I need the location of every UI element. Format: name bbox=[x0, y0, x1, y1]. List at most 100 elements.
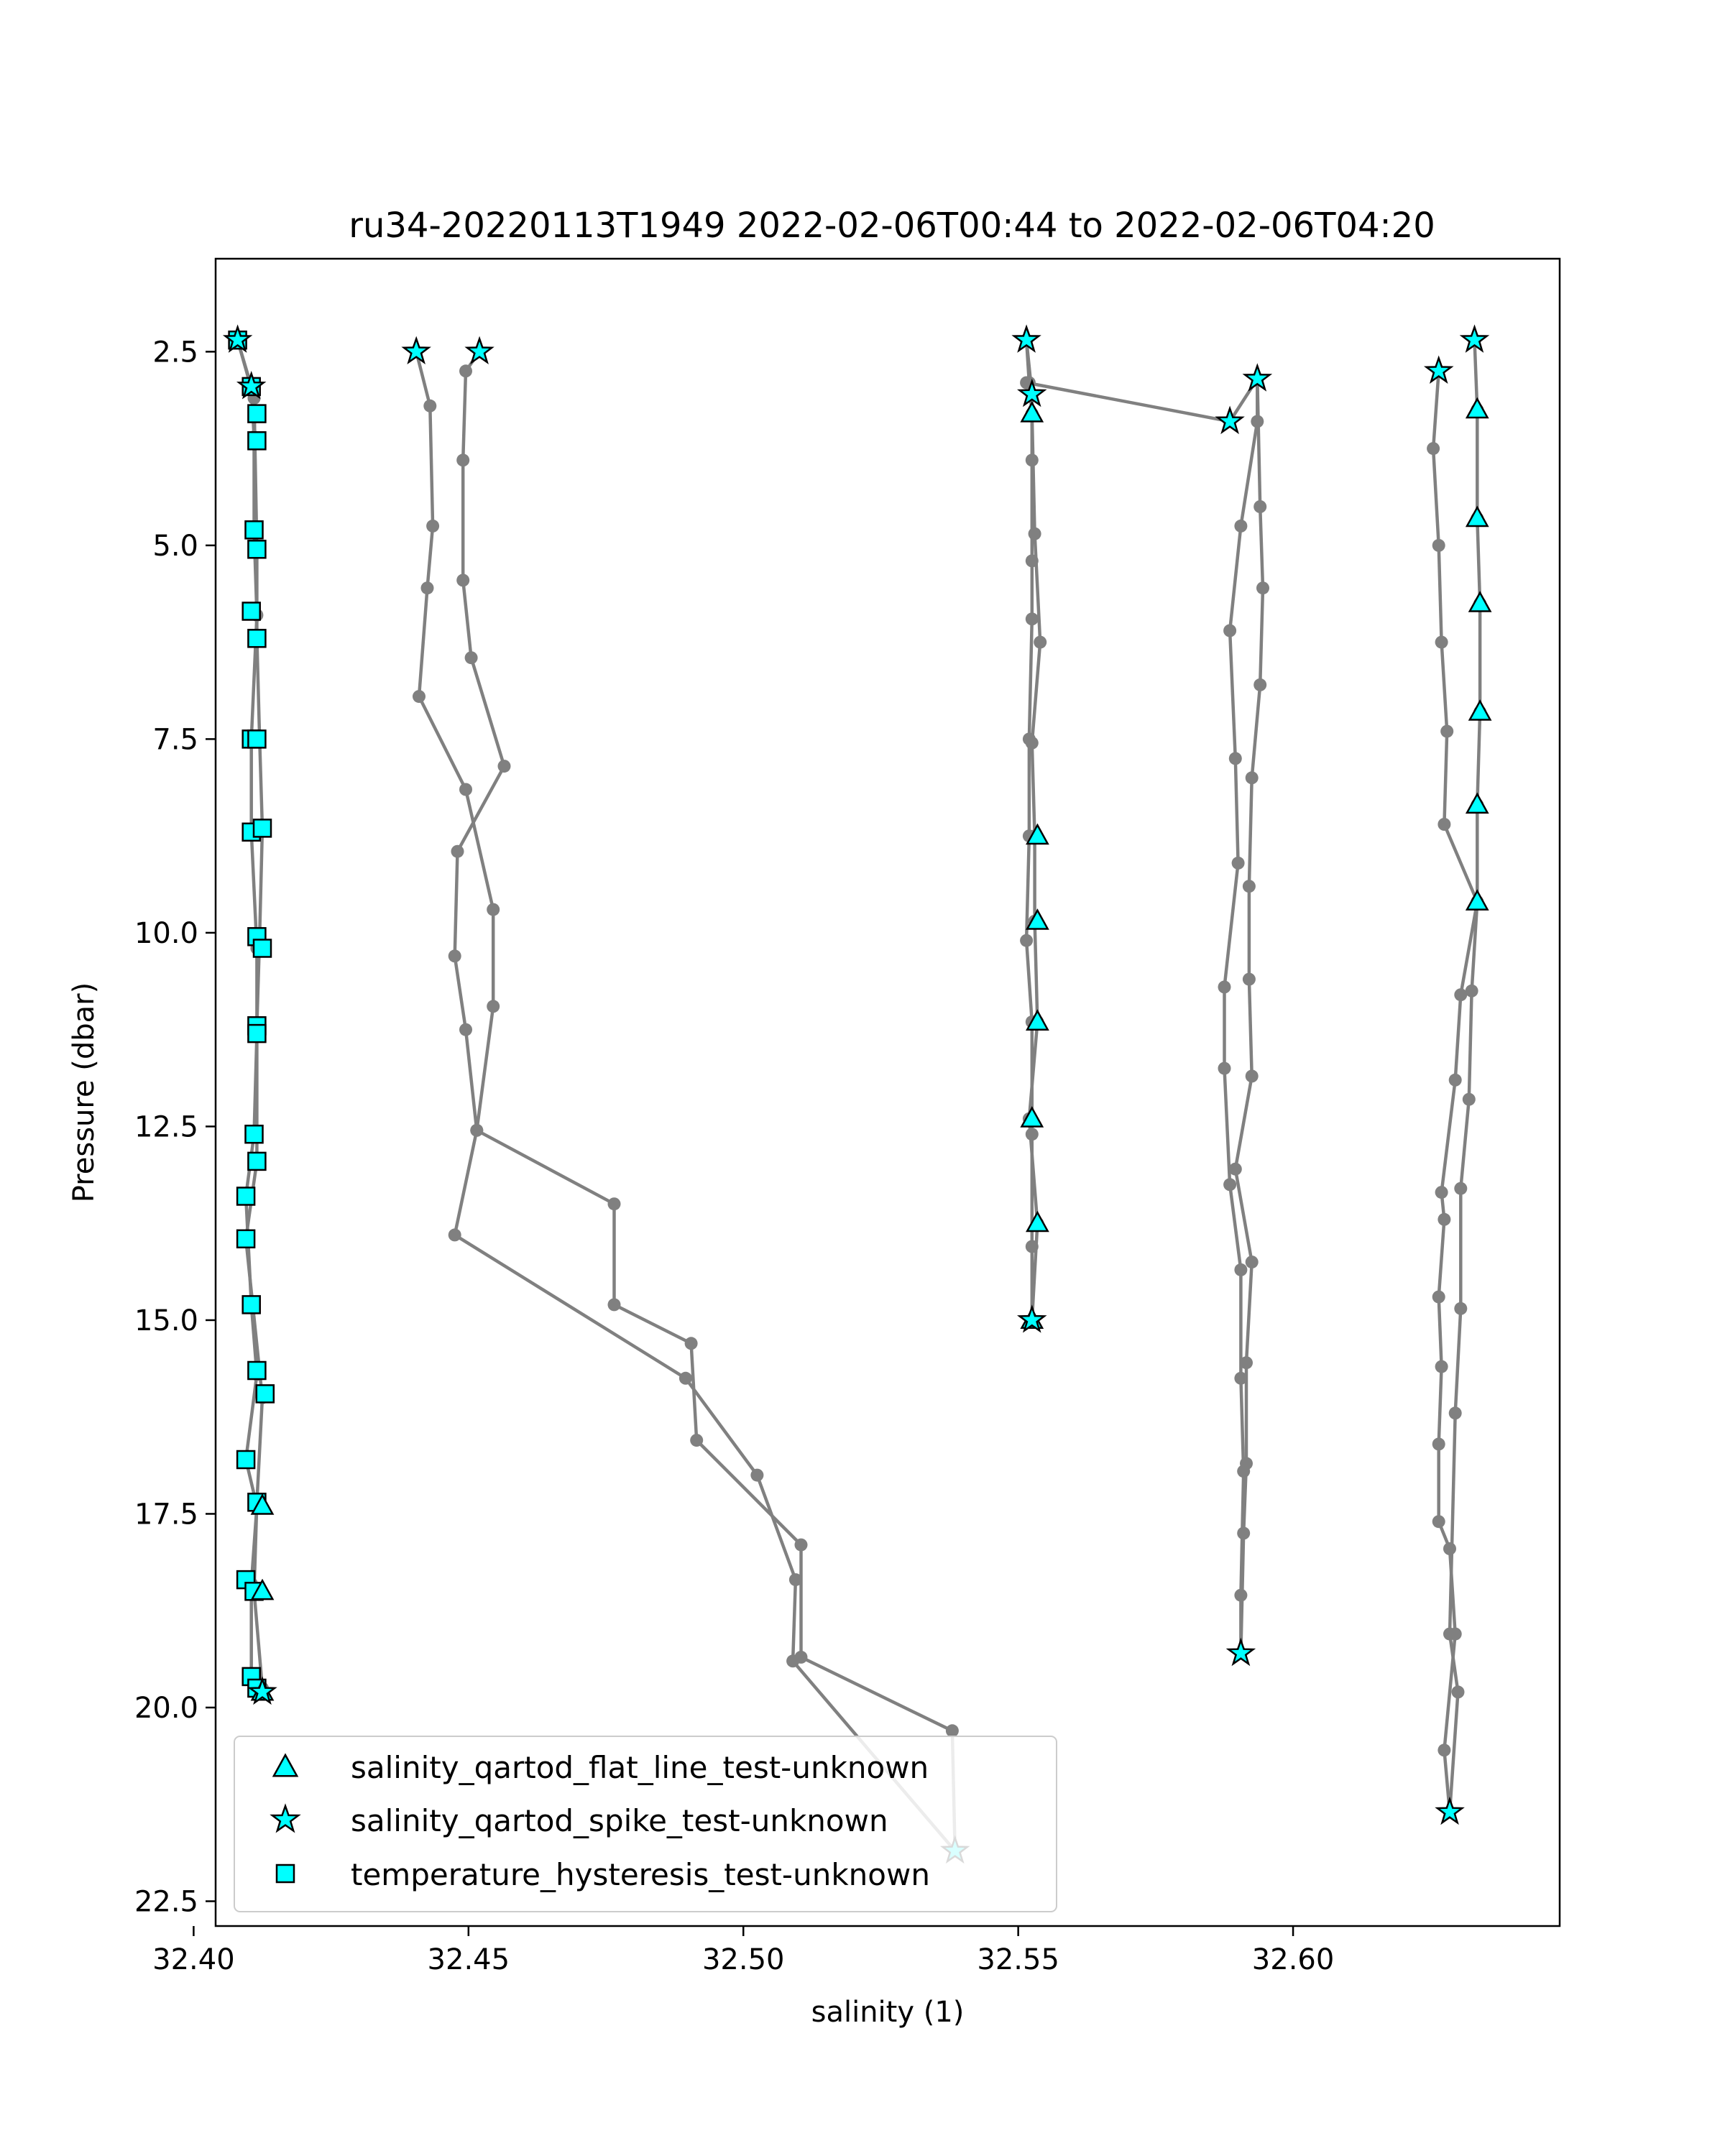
profile-point bbox=[1025, 453, 1039, 467]
profile-point bbox=[456, 453, 470, 467]
plot-area bbox=[222, 324, 1492, 1864]
profile-point bbox=[794, 1538, 808, 1552]
profile-point bbox=[1438, 1743, 1451, 1757]
profile-point bbox=[786, 1654, 800, 1668]
profile-point bbox=[1448, 1406, 1462, 1420]
profile-point bbox=[1234, 519, 1248, 533]
legend-box bbox=[234, 1736, 1057, 1912]
profile-point bbox=[678, 1371, 692, 1385]
profile-point bbox=[420, 581, 434, 595]
y-axis-label: Pressure (dbar) bbox=[68, 982, 101, 1202]
profile-point bbox=[1034, 635, 1047, 649]
hysteresis-marker bbox=[252, 939, 272, 958]
profile-point bbox=[1254, 500, 1267, 513]
hysteresis-marker bbox=[247, 729, 267, 749]
profile-point bbox=[459, 364, 472, 378]
profile-point bbox=[607, 1298, 621, 1312]
profile-point bbox=[1237, 1465, 1251, 1478]
profile-point bbox=[459, 783, 472, 796]
profile-point bbox=[1234, 1588, 1248, 1602]
spike-marker bbox=[1225, 1637, 1256, 1667]
hysteresis-marker bbox=[247, 1023, 267, 1044]
x-tick-label: 32.45 bbox=[428, 1943, 510, 1976]
flat-line-marker bbox=[1468, 591, 1492, 612]
hysteresis-marker bbox=[247, 540, 267, 559]
hysteresis-marker bbox=[247, 1151, 267, 1171]
spike-marker bbox=[236, 371, 267, 400]
y-tick-label: 22.5 bbox=[134, 1886, 198, 1919]
hysteresis-marker bbox=[244, 520, 264, 540]
hysteresis-marker bbox=[244, 1124, 264, 1144]
profile-point bbox=[1025, 554, 1039, 568]
legend-triangle-shape bbox=[272, 1753, 299, 1777]
spike-marker bbox=[464, 336, 494, 364]
profile-point bbox=[1242, 972, 1256, 986]
flat-line-marker bbox=[1026, 1210, 1049, 1233]
profile-point bbox=[413, 690, 426, 704]
profile-point bbox=[1223, 624, 1237, 637]
profile-point bbox=[1025, 1240, 1039, 1253]
profile-point bbox=[459, 1023, 472, 1036]
hysteresis-marker bbox=[247, 431, 267, 451]
legend-marker-star-icon bbox=[270, 1803, 301, 1833]
flat-line-marker bbox=[1026, 1009, 1049, 1031]
profile-point bbox=[1454, 1302, 1468, 1315]
y-tick-label: 12.5 bbox=[134, 1110, 198, 1143]
profile-point bbox=[1028, 527, 1041, 540]
chart-title: ru34-20220113T1949 2022-02-06T00:44 to 2… bbox=[349, 206, 1435, 246]
profile-point bbox=[1462, 1092, 1476, 1106]
legend-marker-square-icon bbox=[275, 1864, 295, 1884]
y-tick-label: 5.0 bbox=[152, 530, 198, 563]
hysteresis-marker bbox=[236, 1229, 256, 1249]
x-axis-ticks: 32.40 32.45 32.50 32.55 32.60 bbox=[152, 1926, 1334, 1976]
hysteresis-marker bbox=[247, 404, 267, 423]
profile-point bbox=[1223, 1178, 1237, 1192]
axes-frame bbox=[214, 257, 1561, 1927]
profile-point bbox=[1234, 1263, 1248, 1276]
profile-point bbox=[1218, 1061, 1231, 1075]
legend-star-shape bbox=[270, 1803, 301, 1833]
x-tick-label: 32.40 bbox=[152, 1943, 235, 1976]
hysteresis-marker bbox=[252, 819, 272, 838]
spike-marker bbox=[1016, 378, 1047, 407]
spike-marker bbox=[1459, 324, 1490, 353]
spike-marker bbox=[1242, 363, 1273, 392]
profile-point bbox=[1435, 1186, 1448, 1199]
flat-line-marker bbox=[1465, 397, 1489, 419]
profile-point bbox=[1448, 1073, 1462, 1087]
profile-point bbox=[497, 760, 511, 773]
profile-point bbox=[448, 1228, 461, 1242]
flat-line-marker bbox=[1026, 823, 1049, 845]
profile-point bbox=[1432, 1515, 1445, 1529]
spike-marker bbox=[222, 324, 253, 353]
flat-line-marker bbox=[1026, 908, 1049, 930]
spike-marker bbox=[247, 1676, 277, 1705]
profile-point bbox=[1245, 1069, 1259, 1083]
hysteresis-marker bbox=[242, 602, 261, 621]
flat-line-marker bbox=[1020, 401, 1044, 423]
x-tick-label: 32.55 bbox=[977, 1943, 1059, 1976]
profile-point bbox=[1025, 1128, 1039, 1141]
profile-point bbox=[945, 1724, 959, 1738]
profile-point bbox=[456, 573, 470, 587]
profile-point bbox=[1435, 635, 1448, 649]
flat-line-marker bbox=[250, 1578, 275, 1600]
spike-marker bbox=[401, 336, 431, 364]
y-tick-label: 20.0 bbox=[134, 1692, 198, 1725]
profile-line-7 bbox=[1223, 379, 1259, 1654]
profile-point bbox=[788, 1573, 802, 1587]
profile-point bbox=[1025, 736, 1039, 750]
spike-marker bbox=[1011, 324, 1041, 353]
flat-line-marker bbox=[1020, 1106, 1044, 1128]
profile-point bbox=[1245, 771, 1259, 785]
legend-label-flat-line: salinity_qartod_flat_line_test-unknown bbox=[351, 1750, 929, 1785]
y-tick-label: 7.5 bbox=[152, 723, 198, 756]
profile-point bbox=[1451, 1685, 1465, 1699]
profile-point bbox=[684, 1337, 698, 1350]
hysteresis-marker bbox=[242, 1295, 261, 1314]
profile-point bbox=[1240, 1356, 1253, 1370]
profile-point bbox=[426, 519, 440, 533]
hysteresis-marker bbox=[255, 1384, 275, 1404]
flat-line-marker bbox=[1465, 889, 1489, 911]
